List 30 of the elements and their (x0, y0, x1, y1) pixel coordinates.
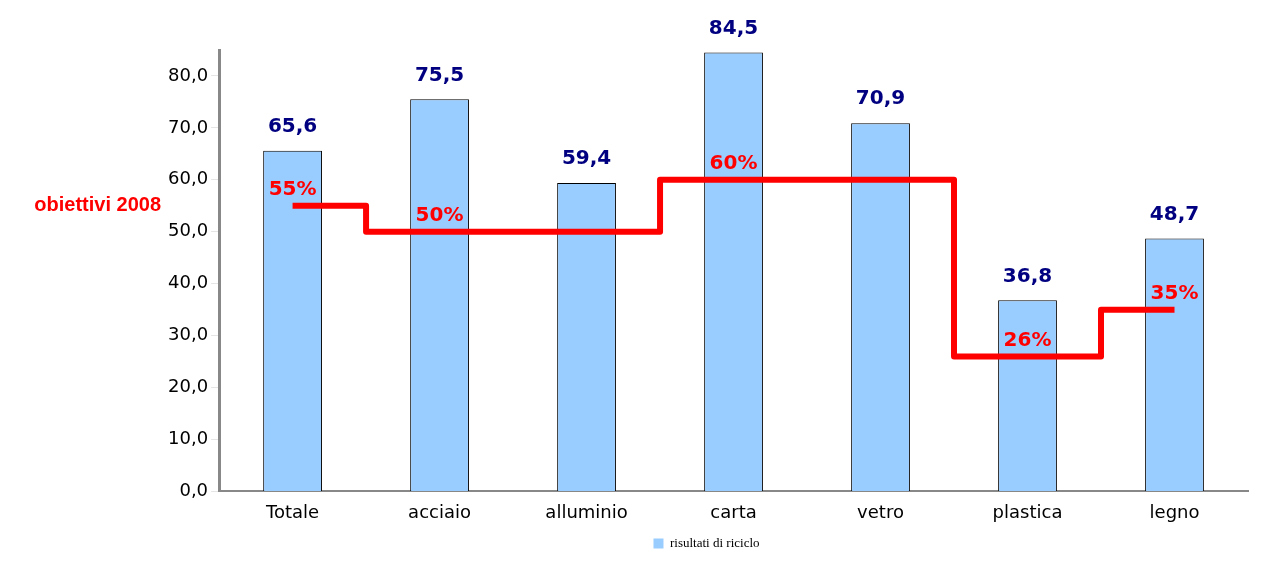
x-tick-label: carta (710, 500, 757, 522)
data-label: 60% (709, 150, 758, 175)
y-tick-label: 60,0 (168, 167, 209, 189)
y-tick-label: 20,0 (168, 375, 209, 397)
x-tick-label: Totale (265, 500, 320, 522)
x-tick-label: alluminio (545, 500, 628, 522)
data-label: 65,6 (267, 112, 318, 137)
x-tick-label: plastica (992, 500, 1063, 522)
data-label: 36,8 (1002, 262, 1053, 287)
data-label: 55% (268, 175, 317, 200)
data-label: 48,7 (1149, 200, 1200, 225)
y-tick-label: 70,0 (168, 115, 209, 137)
legend-label: risultati di riciclo (669, 534, 760, 550)
x-tick-label: vetro (857, 500, 904, 522)
y-tick-label: 10,0 (168, 427, 209, 449)
y-tick-label: 80,0 (168, 63, 209, 85)
data-label: 35% (1150, 279, 1199, 304)
x-tick-label: acciaio (408, 500, 471, 522)
x-tick-label: legno (1149, 500, 1200, 522)
y-tick-label: 40,0 (168, 271, 209, 293)
text: obiettivi 2008 (34, 193, 161, 216)
data-label: 26% (1003, 326, 1052, 351)
data-label: 59,4 (561, 145, 612, 170)
data-label: 75,5 (414, 61, 465, 86)
y-tick-label: 0,0 (179, 479, 209, 501)
data-label: 70,9 (855, 85, 906, 110)
data-label: 84,5 (708, 14, 759, 39)
data-label: 50% (415, 201, 464, 226)
y-tick-label: 50,0 (168, 219, 209, 241)
y-tick-label: 30,0 (168, 323, 209, 345)
